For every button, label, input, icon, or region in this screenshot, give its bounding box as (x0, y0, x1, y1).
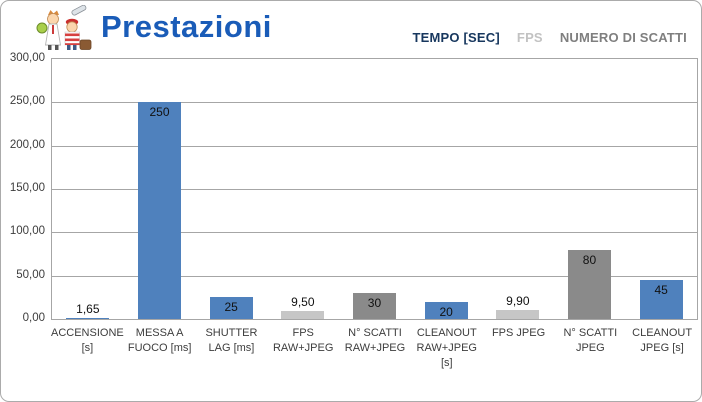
mascot-logo (36, 5, 92, 50)
x-tick-label: ACCENSIONE [s] (51, 327, 124, 354)
green-blob-icon (36, 22, 48, 34)
chart-bar (639, 280, 683, 319)
chart-legend: TEMPO [SEC] FPS NUMERO DI SCATTI (412, 30, 687, 45)
y-axis: 300,00 250,00 200,00 150,00 100,00 50,00 0,00 (1, 52, 45, 324)
x-tick-label: CLEANOUT RAW+JPEG [s] (416, 327, 477, 369)
x-tick-label: CLEANOUT JPEG [s] (632, 327, 693, 354)
gridline (52, 145, 697, 147)
y-tick-label: 100,00 (9, 225, 45, 238)
legend-item-fps[interactable]: FPS (516, 30, 543, 45)
y-tick-label: 150,00 (9, 182, 45, 194)
chart-bar (568, 249, 611, 319)
gridline (52, 275, 697, 277)
x-tick-label: N° SCATTI RAW+JPEG (344, 327, 406, 354)
legend-item-tempo[interactable]: TEMPO [SEC] (412, 30, 500, 45)
chart-bar (281, 310, 325, 319)
x-tick-label: SHUTTER LAG [ms] (205, 327, 258, 354)
bar-value-label: 30 (367, 296, 382, 310)
bar-value-label: 20 (439, 304, 453, 319)
bag-icon (79, 39, 92, 50)
x-tick-label: FPS RAW+JPEG (272, 327, 334, 354)
page-title: Prestazioni (101, 9, 272, 44)
bar-value-label: 45 (654, 283, 668, 297)
spyglass-icon (71, 5, 87, 16)
y-tick-label: 0,00 (22, 312, 45, 324)
bar-value-label: 80 (582, 252, 597, 267)
y-tick-label: 200,00 (9, 138, 45, 151)
bar-value-label: 250 (149, 105, 170, 120)
chart-bar (66, 317, 110, 319)
gridline (52, 232, 697, 234)
chart-bar (209, 297, 253, 319)
bar-value-label: 9,90 (506, 294, 530, 309)
x-tick-label: FPS JPEG (491, 327, 546, 339)
x-tick-label: N° SCATTI JPEG (563, 327, 618, 354)
bar-value-label: 25 (224, 300, 238, 315)
x-axis: ACCENSIONE [s] MESSA A FUOCO [ms] SHUTTER … (51, 323, 698, 371)
gridline (52, 102, 697, 104)
bar-value-label: 9,50 (291, 294, 315, 309)
bar-value-label: 1,65 (76, 301, 100, 316)
x-tick-label: MESSA A FUOCO [ms] (127, 327, 192, 354)
chart-bar (424, 301, 468, 319)
chart-bar (496, 310, 540, 319)
y-tick-label: 50,00 (16, 268, 45, 281)
y-tick-label: 300,00 (9, 52, 45, 64)
legend-item-numero-di-scatti[interactable]: NUMERO DI SCATTI (559, 30, 687, 45)
plot-area: 1,65 250 25 9,50 30 20 9,90 80 45 (51, 58, 698, 320)
gridline (52, 189, 697, 190)
y-tick-label: 250,00 (9, 95, 45, 108)
chart-bar (138, 102, 181, 319)
chart-bar (353, 293, 396, 319)
